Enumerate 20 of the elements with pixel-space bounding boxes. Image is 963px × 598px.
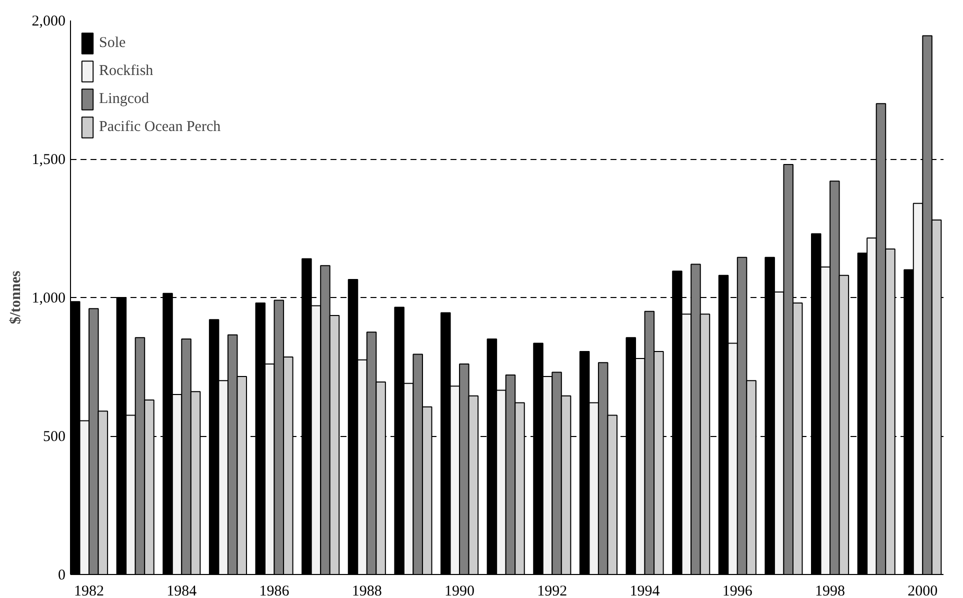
legend-label: Pacific Ocean Perch (99, 118, 221, 136)
x-tick-label: 1994 (630, 584, 660, 598)
legend-label: Lingcod (99, 90, 149, 108)
y-tick-label: 1,500 (32, 152, 66, 168)
legend-label: Sole (99, 34, 126, 52)
y-tick-label: 1,000 (32, 290, 66, 306)
legend-label: Rockfish (99, 62, 154, 80)
x-tick-label: 1990 (444, 584, 475, 598)
x-tick-label: 1988 (352, 584, 382, 598)
x-tick-label: 1992 (537, 584, 568, 598)
y-axis-title: $/tonnes (8, 270, 24, 324)
x-tick-label: 1986 (259, 584, 290, 598)
x-tick-label: 2000 (908, 584, 938, 598)
y-tick-label: 2,000 (32, 14, 66, 30)
x-tick-label: 1998 (815, 584, 846, 598)
x-tick-label: 1984 (166, 584, 198, 598)
x-tick-label: 1982 (74, 584, 104, 598)
y-tick-label: 0 (58, 568, 66, 584)
x-tick-label: 1996 (722, 584, 753, 598)
y-tick-label: 500 (43, 429, 66, 445)
